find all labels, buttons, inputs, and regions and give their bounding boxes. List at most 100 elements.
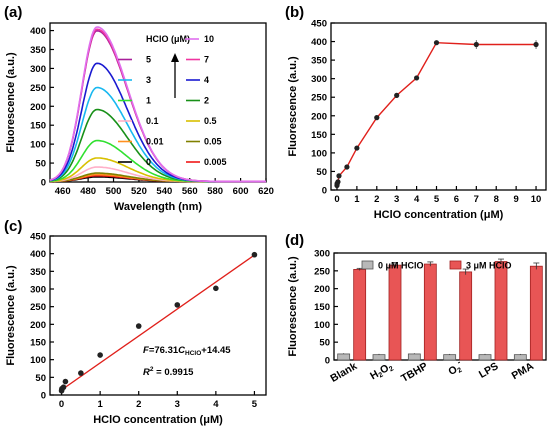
data-point [533, 41, 539, 48]
y-tick-label: 450 [311, 19, 327, 30]
x-tick-label: 480 [80, 186, 96, 197]
bar-control [337, 353, 351, 361]
data-point [251, 251, 258, 258]
y-tick-label: 450 [30, 232, 46, 243]
fit-equation: F=76.31CHClO+14.45 [143, 345, 231, 357]
y-tick-label: 200 [30, 320, 46, 331]
plot-frame [49, 235, 267, 396]
y-tick-label: 400 [30, 26, 46, 37]
data-point [213, 285, 219, 292]
legend-label: 0 μM HClO [378, 261, 424, 271]
panel-label: (b) [285, 4, 304, 21]
panel-label: (c) [4, 218, 22, 235]
x-axis-title: Wavelength (nm) [114, 201, 203, 213]
category-label: PMA [510, 360, 537, 382]
plot-frame [330, 22, 547, 191]
eq-var: C [178, 345, 185, 356]
category-sub: 2 [456, 367, 463, 375]
panel-d: (d) 0 50 100 150 200 250 300 Fluorescence (a.u.)… [285, 232, 547, 385]
y-tick-label: 400 [30, 249, 46, 260]
x-tick-label: 2 [136, 399, 141, 410]
category-text: LPS [477, 360, 501, 381]
data-point [335, 179, 341, 185]
bar-treated [353, 269, 367, 361]
bar-control [478, 354, 492, 361]
y-tick-label: 400 [311, 37, 327, 48]
x-tick-label: 4 [213, 399, 219, 410]
y-tick-label: 150 [30, 338, 46, 349]
category-text: Blank [328, 360, 359, 385]
x-tick-label: 1 [354, 194, 360, 205]
data-point [174, 302, 181, 308]
y-tick-label: 250 [30, 83, 46, 94]
x-axis-title: HClO concentration (μM) [374, 209, 504, 221]
legend-label: 0.005 [204, 157, 227, 167]
legend: 0 μM HClO 3 μM HClO [361, 260, 512, 271]
y-tick-label: 50 [316, 167, 327, 178]
y-tick-label: 100 [30, 140, 46, 151]
fit-line [61, 254, 255, 391]
r-squared: R2 = 0.9915 [143, 366, 194, 378]
legend-label: 0.5 [204, 116, 217, 126]
series-line [336, 41, 536, 186]
legend-title: HClO (μM) [146, 34, 190, 44]
bar-treated [459, 271, 473, 361]
legend-label: 0.1 [146, 116, 159, 126]
x-tick-label: 620 [258, 186, 274, 197]
legend-swatch-treated [449, 260, 462, 270]
y-axis-title: Fluorescence (a.u.) [5, 52, 17, 153]
category-sub: 2 [378, 371, 385, 379]
data-point [344, 164, 350, 170]
x-tick-label: 460 [55, 186, 71, 197]
x-tick-label: 0 [59, 399, 64, 410]
y-tick-label: 0 [41, 391, 46, 402]
y-tick-label: 200 [311, 111, 327, 122]
legend-label: 0.01 [146, 137, 164, 147]
x-tick-label: 560 [182, 186, 198, 197]
x-tick-label: 10 [531, 194, 542, 205]
data-point [336, 173, 342, 179]
x-tick-label: 3 [394, 194, 399, 205]
category-sup: - [455, 357, 462, 366]
x-tick-label: 520 [131, 186, 147, 197]
r2-value: = 0.9915 [154, 367, 195, 378]
y-tick-label: 50 [35, 373, 46, 384]
y-tick-label: 50 [35, 159, 46, 170]
x-tick-label: 3 [175, 399, 180, 410]
y-tick-label: 300 [311, 74, 327, 85]
bar-treated [529, 265, 543, 361]
data-point [433, 40, 440, 46]
data-point [60, 384, 67, 391]
data-point [473, 41, 479, 48]
x-tick-label: 2 [374, 194, 379, 205]
category-sub: 2 [388, 365, 395, 373]
legend-label: 10 [204, 34, 214, 44]
legend-label: 0.05 [204, 137, 222, 147]
eq-lhs: F [143, 345, 149, 356]
y-tick-label: 0 [322, 186, 327, 197]
panel-c: (c) 0 50 100 150 200 250 300 350 400 450 0 1 2 3 4 5 HClO… [4, 218, 267, 426]
r2-label: R [143, 367, 150, 378]
x-tick-label: 500 [106, 186, 122, 197]
y-tick-label: 150 [314, 302, 330, 313]
y-tick-label: 200 [30, 102, 46, 113]
legend-label: 0 [146, 157, 151, 167]
legend-label: 4 [204, 75, 209, 85]
x-tick-label: 540 [156, 186, 172, 197]
x-tick-label: 9 [513, 194, 518, 205]
legend-label: 5 [146, 55, 151, 65]
panel-label: (d) [285, 232, 304, 249]
bar-treated [388, 264, 402, 361]
y-tick-label: 300 [30, 64, 46, 75]
category-label: TBHP [399, 360, 430, 385]
legend-label: 3 μM HClO [466, 261, 512, 271]
y-tick-label: 100 [30, 355, 46, 366]
x-tick-label: 5 [434, 194, 440, 205]
r2-sup: 2 [150, 366, 154, 373]
data-point [374, 115, 380, 121]
y-tick-label: 250 [314, 266, 330, 277]
spectra [49, 26, 266, 183]
legend-label: 7 [204, 55, 209, 65]
y-tick-label: 150 [311, 130, 327, 141]
